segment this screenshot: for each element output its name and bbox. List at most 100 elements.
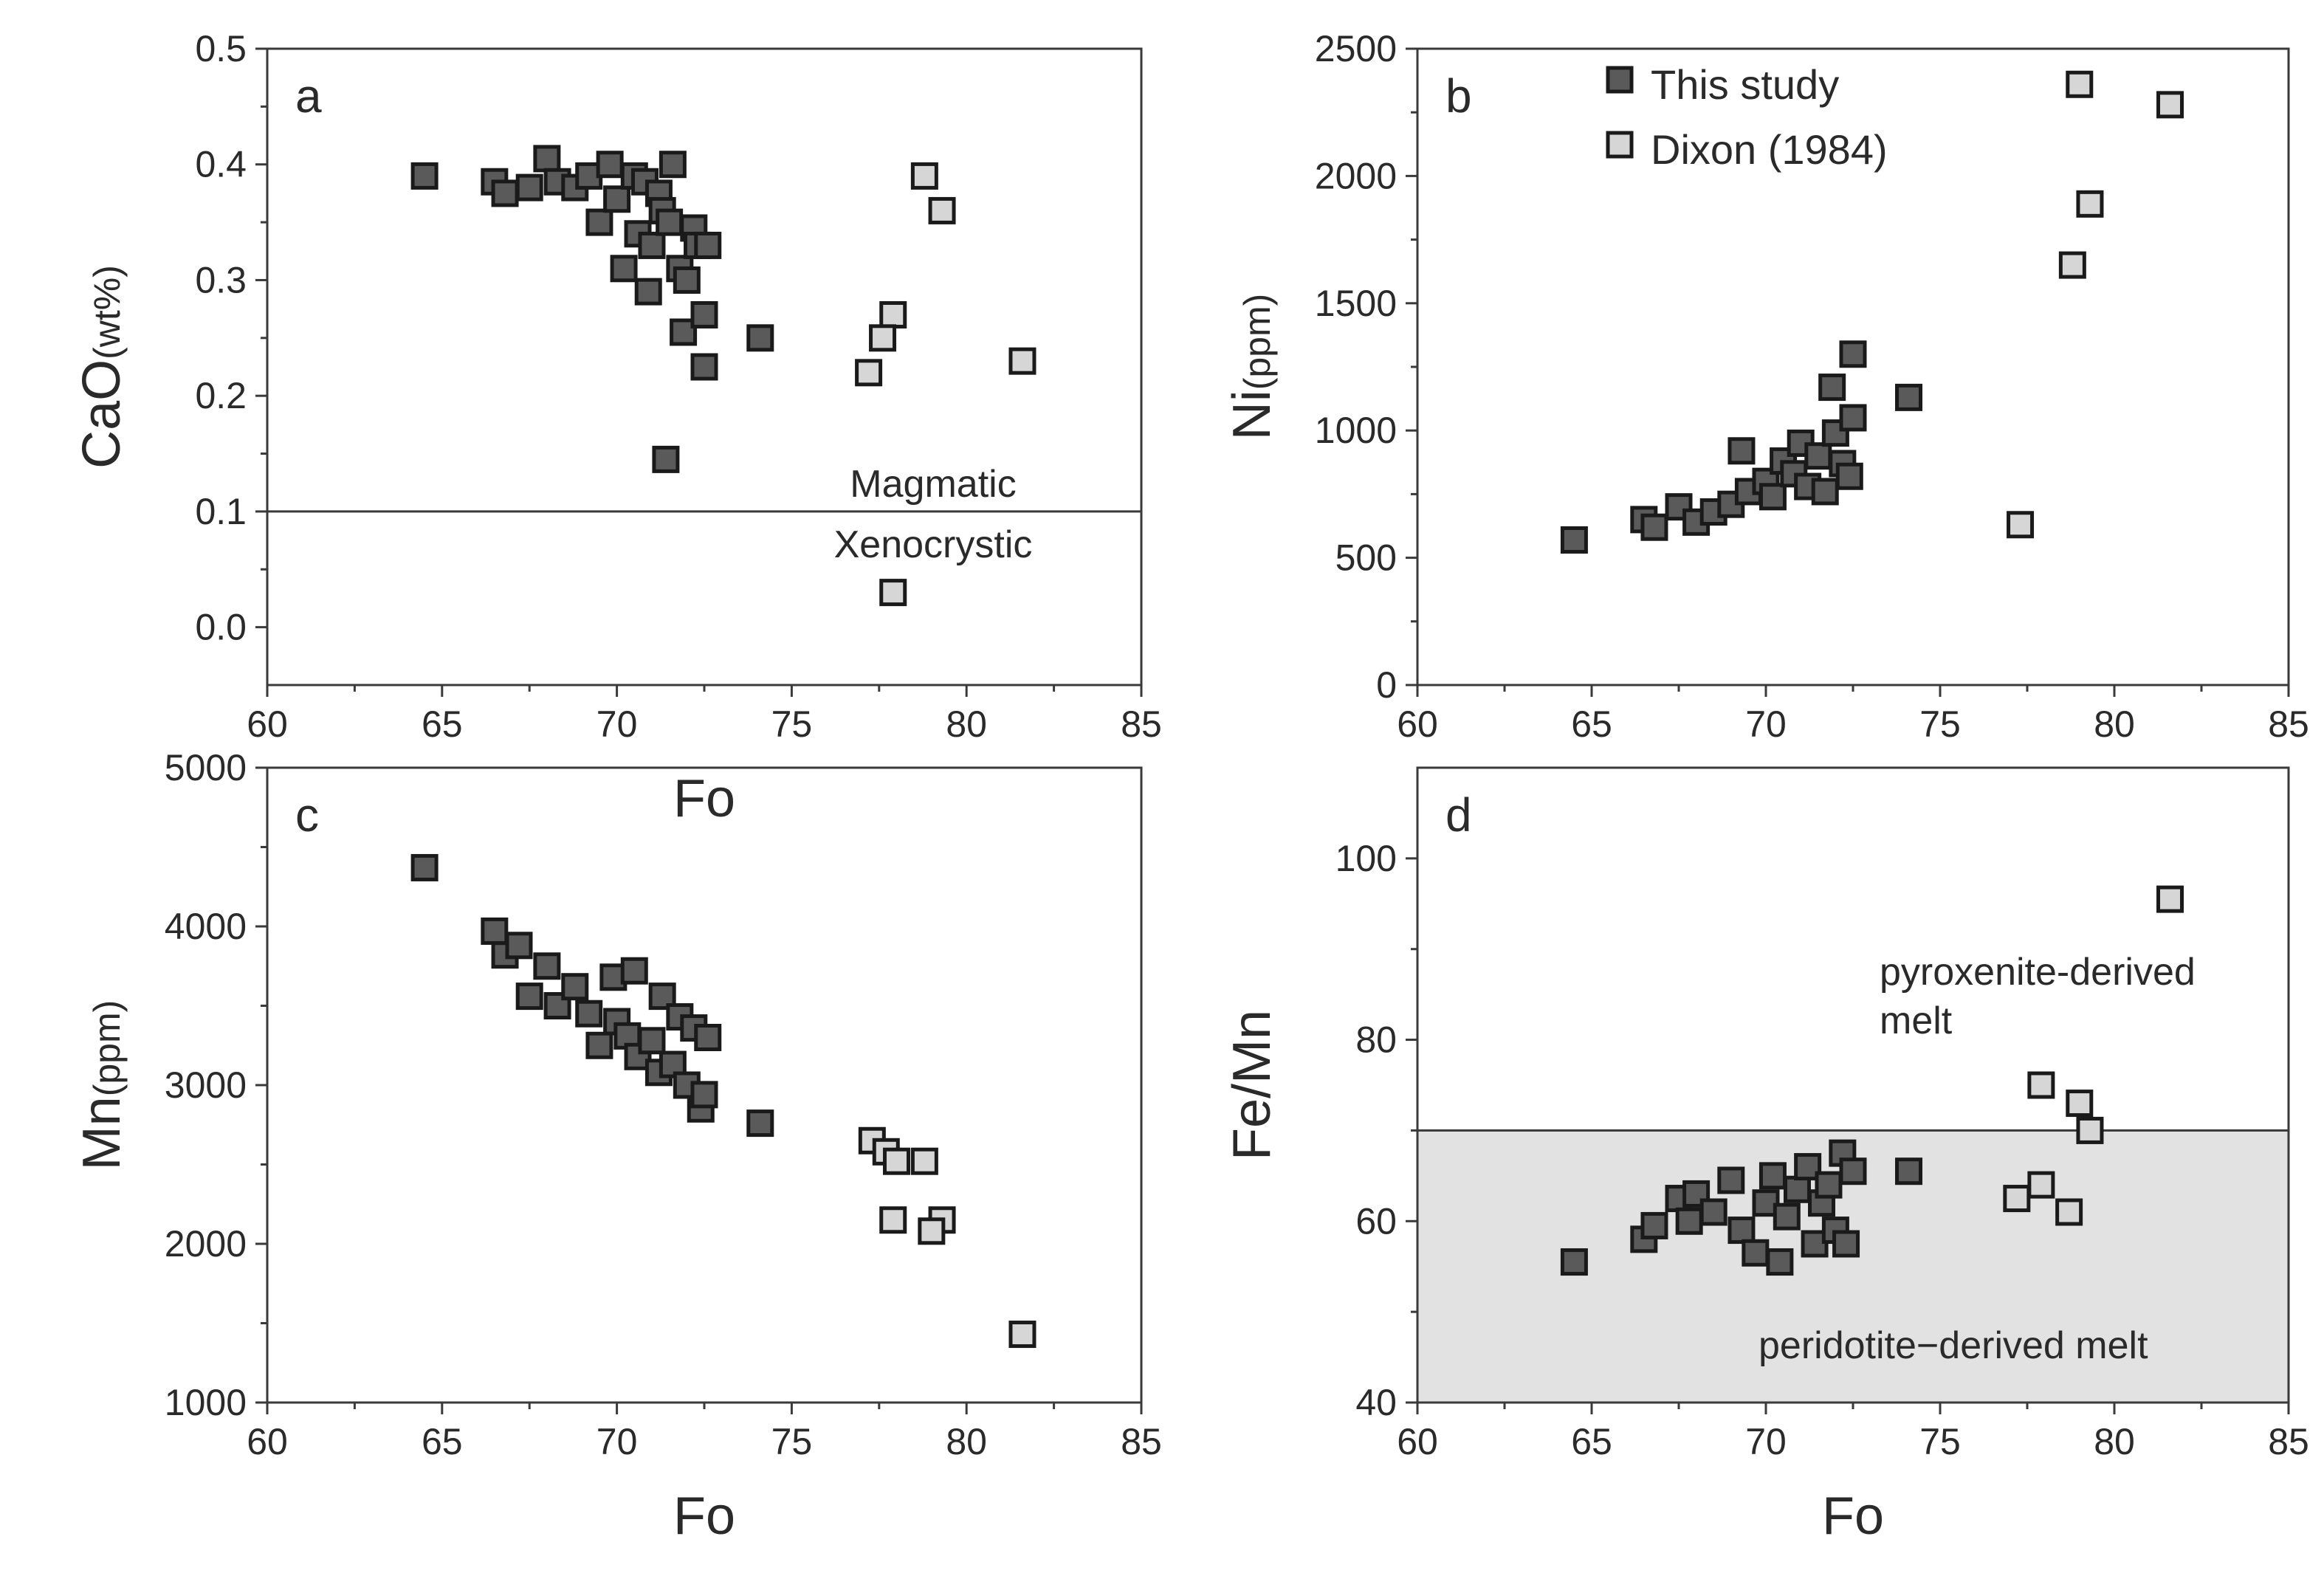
data-point (1759, 483, 1787, 511)
y-tick-label: 1000 (1315, 410, 1397, 451)
x-tick-label: 80 (946, 703, 987, 745)
x-tick-label: 60 (247, 1421, 288, 1462)
data-point (1811, 478, 1839, 506)
x-tick-label: 75 (1919, 1421, 1961, 1462)
data-point (410, 853, 439, 881)
x-tick-label: 65 (422, 703, 463, 745)
data-point (1839, 404, 1867, 432)
data-point (533, 145, 561, 173)
y-tick-label: 2000 (165, 1223, 247, 1264)
x-tick-label: 80 (2094, 1421, 2135, 1462)
x-tick-label: 60 (1397, 1421, 1438, 1462)
series-dixon (2003, 885, 2184, 1226)
y-tick-label: 0.2 (195, 375, 247, 416)
y-tick-label: 0.3 (195, 259, 247, 300)
data-point (918, 1217, 946, 1245)
data-point (481, 917, 509, 945)
y-axis-title: Ni(ppm) (1223, 294, 1282, 441)
data-point (2076, 190, 2104, 218)
data-point (585, 208, 613, 236)
data-point (638, 231, 666, 259)
data-point (561, 973, 589, 1001)
data-point (1773, 1202, 1801, 1231)
data-point (690, 353, 718, 381)
data-point (1675, 1207, 1703, 1235)
x-tick-label: 65 (1571, 1421, 1612, 1462)
data-point (1835, 462, 1863, 490)
data-point (1560, 526, 1588, 554)
data-point (1818, 374, 1846, 402)
data-point (603, 185, 631, 213)
data-point (620, 957, 648, 985)
y-tick-label: 4000 (165, 906, 247, 947)
y-tick-label: 2000 (1315, 155, 1397, 196)
x-axis-title: Fo (673, 769, 735, 828)
data-point (1815, 1171, 1843, 1199)
y-axis-title-main: CaO (72, 359, 131, 469)
series-dixon (2007, 70, 2184, 539)
data-point (2027, 1071, 2055, 1099)
x-tick-label: 85 (2268, 1421, 2309, 1462)
panel-letter: b (1445, 69, 1472, 123)
y-axis-title-unit: (wt%) (86, 265, 128, 359)
data-point (1008, 1321, 1036, 1349)
y-axis-title-unit: (ppm) (1237, 294, 1278, 390)
panel-letter: a (295, 69, 322, 123)
x-tick-label: 80 (946, 1421, 987, 1462)
y-tick-label: 1500 (1315, 283, 1397, 324)
panel-d: 60 65 70 75 80 85406080100Fe/MnFodpyroxenite-… (1223, 766, 2309, 1546)
x-tick-label: 85 (1121, 1421, 1162, 1462)
data-point (1895, 1157, 1923, 1186)
y-axis-title-main: Fe/Mn (1223, 1010, 1282, 1160)
data-point (1008, 347, 1036, 375)
x-tick-label: 70 (597, 703, 638, 745)
data-point (648, 983, 676, 1011)
data-point (2058, 251, 2086, 279)
data-point (505, 932, 533, 960)
legend-label-dixon: Dixon (1984) (1651, 126, 1888, 173)
data-point (869, 324, 897, 352)
y-tick-label: 0 (1376, 664, 1397, 706)
panel-c: 60 65 70 75 80 85 1000 2000 3000 4000 5000 Mn(ppm) F… (72, 747, 1162, 1546)
y-tick-label: 0.4 (195, 144, 247, 185)
data-point (690, 300, 718, 328)
legend-label-this-study: This study (1651, 61, 1839, 108)
data-point (2076, 1116, 2104, 1144)
y-tick-label: 100 (1335, 838, 1397, 879)
data-point (1717, 1166, 1745, 1194)
data-point (638, 1027, 666, 1055)
data-point (1759, 1162, 1787, 1190)
data-point (690, 1081, 718, 1109)
series-dixon (858, 1126, 1036, 1349)
data-point (1734, 478, 1762, 506)
y-tick-label: 2500 (1315, 28, 1397, 69)
y-tick-label: 60 (1355, 1200, 1397, 1242)
data-point (575, 999, 603, 1028)
data-point (1839, 340, 1867, 368)
data-point (2055, 1198, 2083, 1226)
y-axis-title-unit: (ppm) (86, 1000, 128, 1097)
series-this-study (410, 145, 774, 473)
data-point (694, 231, 722, 259)
y-axis-title-main: Ni (1223, 390, 1282, 440)
data-point (1742, 1239, 1770, 1267)
annotation-magmatic: Magmatic (850, 463, 1016, 506)
data-point (673, 266, 701, 294)
data-point (1560, 1248, 1588, 1276)
data-point (746, 324, 774, 352)
data-point (659, 1050, 687, 1078)
data-point (1640, 513, 1668, 541)
y-axis-title: CaO(wt%) (72, 265, 131, 469)
series-dixon (855, 162, 1036, 607)
data-point (491, 179, 519, 207)
data-point (1727, 1217, 1756, 1245)
series-this-study (1560, 340, 1923, 554)
y-axis-title-main: Mn (72, 1096, 131, 1170)
panel-letter: d (1445, 788, 1472, 842)
data-point (2003, 1185, 2031, 1213)
x-tick-label: 75 (1919, 703, 1961, 745)
data-point (1783, 1175, 1811, 1203)
y-tick-label: 40 (1355, 1382, 1397, 1423)
data-point (515, 983, 543, 1011)
x-tick-label: 70 (1745, 703, 1787, 745)
